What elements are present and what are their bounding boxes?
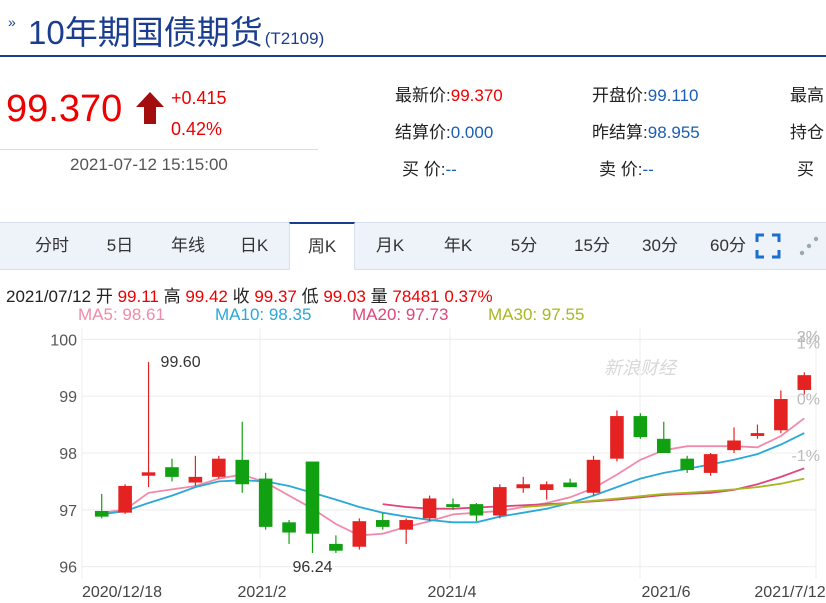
ma30-legend: MA30: 97.55 xyxy=(488,305,585,324)
quote-datetime: 2021-07-12 15:15:00 xyxy=(70,155,228,174)
candlestick-chart[interactable]: 96 97 98 99 100 3%2%1% 0% -1% 新浪财经 99.60 96.24 2020… xyxy=(0,320,826,603)
candle-body xyxy=(586,459,601,493)
candle-body xyxy=(118,485,132,513)
candle-body xyxy=(680,458,694,471)
candle-body xyxy=(212,458,226,477)
y-tick-label: 97 xyxy=(59,503,77,520)
tab-30min[interactable]: 30分 xyxy=(642,236,678,255)
x-tick-label: 2020/12/18 xyxy=(82,584,162,601)
x-tick-label: 2021/4 xyxy=(428,584,477,601)
contract-code: (T2109) xyxy=(264,29,325,48)
tab-daily-k[interactable]: 日K xyxy=(239,236,269,255)
candle-body xyxy=(188,476,203,483)
candle-body xyxy=(516,484,531,489)
field-bid: 买 价:-- xyxy=(402,160,457,179)
watermark: 新浪财经 xyxy=(604,358,678,378)
candle-body xyxy=(258,478,273,527)
field-bid-vol: 买 xyxy=(797,160,814,179)
x-tick-label: 2021/2 xyxy=(238,584,287,601)
candle-body xyxy=(282,522,296,533)
price-change: +0.415 xyxy=(171,88,227,108)
candle-body xyxy=(399,520,413,530)
field-prev-settle: 昨结算:98.955 xyxy=(592,123,700,142)
candle-body xyxy=(539,484,554,490)
pct-tick-label: 2% xyxy=(797,329,820,346)
y-tick-label: 100 xyxy=(50,332,77,349)
field-open-interest: 持仓 xyxy=(790,123,824,142)
tab-weekly-k[interactable]: 周K xyxy=(289,222,355,270)
field-open: 开盘价:99.110 xyxy=(592,86,699,105)
header-divider xyxy=(0,55,826,57)
candle-body xyxy=(422,498,437,519)
y-tick-label: 96 xyxy=(59,560,77,577)
tab-60min[interactable]: 60分 xyxy=(710,236,746,255)
price-change-pct: 0.42% xyxy=(171,119,223,139)
candle-body xyxy=(305,461,320,534)
page-title: 10年期国债期货 (T2109) xyxy=(28,6,324,54)
fullscreen-icon[interactable] xyxy=(755,233,781,259)
candle-body xyxy=(94,510,109,517)
pct-tick-label: 0% xyxy=(797,392,820,409)
ma20-legend: MA20: 97.73 xyxy=(352,305,449,324)
field-last: 最新价:99.370 xyxy=(395,86,503,105)
candle-body xyxy=(750,433,765,436)
tab-monthly-k[interactable]: 月K xyxy=(375,236,405,255)
candle-body xyxy=(141,472,156,476)
candle-body xyxy=(797,375,812,390)
pct-tick-label: -1% xyxy=(792,448,820,465)
tab-15min[interactable]: 15分 xyxy=(574,236,610,255)
settings-dots-icon[interactable] xyxy=(798,235,820,257)
field-ask: 卖 价:-- xyxy=(599,160,654,179)
candle-body xyxy=(352,521,367,547)
candle-body xyxy=(727,440,741,451)
price-annotation: 96.24 xyxy=(292,559,332,576)
tab-5day[interactable]: 5日 xyxy=(106,236,134,255)
period-tabs: 分时 5日 年线 日K 周K 月K 年K 5分 15分 30分 60分 xyxy=(0,222,826,270)
pct-tick-label: 3% xyxy=(797,329,820,346)
ma5-line xyxy=(101,417,805,537)
candle-body xyxy=(329,543,343,551)
y-tick-label: 99 xyxy=(59,389,77,406)
candle-body xyxy=(563,482,577,488)
nav-arrow-icon[interactable]: » xyxy=(8,14,16,30)
field-high: 最高 xyxy=(790,86,824,105)
candle-body xyxy=(493,487,507,516)
tab-timeshare[interactable]: 分时 xyxy=(35,236,69,255)
quote-divider xyxy=(0,149,318,150)
last-price: 99.370 xyxy=(6,88,123,130)
ohlc-info: 2021/07/12 开 99.11 高 99.42 收 99.37 低 99.… xyxy=(6,287,493,306)
candle-body xyxy=(633,416,648,438)
x-tick-label: 2021/6 xyxy=(642,584,691,601)
price-annotation: 99.60 xyxy=(161,354,201,371)
candle-body xyxy=(610,416,624,459)
title-text: 10年期国债期货 xyxy=(28,14,263,51)
candle-body xyxy=(774,399,788,431)
candle-body xyxy=(469,504,484,516)
up-arrow-icon xyxy=(136,92,164,124)
candle-body xyxy=(375,520,390,527)
ma10-legend: MA10: 98.35 xyxy=(215,305,312,324)
tab-yearly-k[interactable]: 年K xyxy=(443,236,473,255)
field-settle: 结算价:0.000 xyxy=(395,123,494,142)
tab-5min[interactable]: 5分 xyxy=(510,236,538,255)
tab-year-line[interactable]: 年线 xyxy=(171,236,205,255)
candle-body xyxy=(446,504,460,507)
y-tick-label: 98 xyxy=(59,446,77,463)
pct-tick-label: 1% xyxy=(797,336,820,353)
x-tick-label: 2021/7/12 xyxy=(754,584,825,601)
candle-body xyxy=(235,459,250,485)
ma5-legend: MA5: 98.61 xyxy=(78,305,165,324)
candle-body xyxy=(656,438,671,453)
ma30-line xyxy=(523,477,805,508)
candle-body xyxy=(165,467,179,477)
candle-body xyxy=(703,454,718,473)
